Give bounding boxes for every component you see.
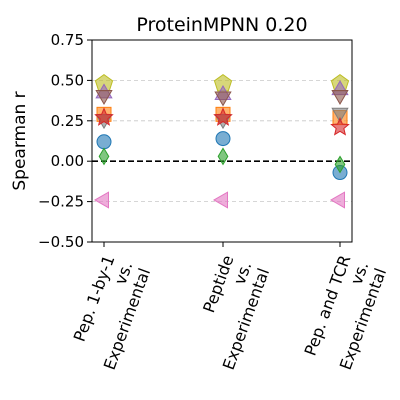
data-point-circle [96, 134, 112, 150]
data-point-circle [215, 131, 231, 147]
data-point-diamond [217, 147, 229, 166]
y-axis-label: Spearman r [10, 91, 30, 190]
marks-layer [93, 74, 350, 209]
data-point-triangle-down [331, 107, 349, 123]
data-point-triangle-left [212, 191, 228, 209]
y-tick-label: 0.25 [51, 112, 84, 130]
data-point-star [213, 107, 233, 126]
data-point-diamond [98, 147, 110, 166]
chart-title: ProteinMPNN 0.20 [136, 14, 307, 36]
data-point-triangle-left [93, 191, 109, 209]
x-tick-label-line: Peptide [199, 253, 237, 316]
data-point-triangle-down [95, 89, 113, 105]
data-point-star [94, 107, 114, 126]
data-point-diamond [334, 155, 346, 174]
y-tick-label: −0.50 [38, 233, 84, 251]
y-axis: −0.50 −0.25 0.00 0.25 0.50 0.75 [38, 31, 92, 251]
x-tick-label-line: Pep. 1-by-1 [70, 253, 119, 345]
data-point-triangle-down [331, 89, 349, 105]
data-point-triangle-down [214, 91, 232, 107]
x-tick-label: Pep. 1-by-1vs.Experimental [70, 253, 155, 373]
y-tick-label: 0.00 [51, 152, 84, 170]
data-point-star [330, 116, 350, 136]
y-tick-label: 0.75 [51, 31, 84, 49]
plot-frame [91, 39, 353, 243]
y-tick-label: −0.25 [38, 193, 84, 211]
y-tick-label: 0.50 [51, 71, 84, 89]
data-point-triangle-left [329, 191, 345, 209]
x-axis: Pep. 1-by-1vs.Experimental Peptidevs.Expe… [70, 242, 390, 373]
